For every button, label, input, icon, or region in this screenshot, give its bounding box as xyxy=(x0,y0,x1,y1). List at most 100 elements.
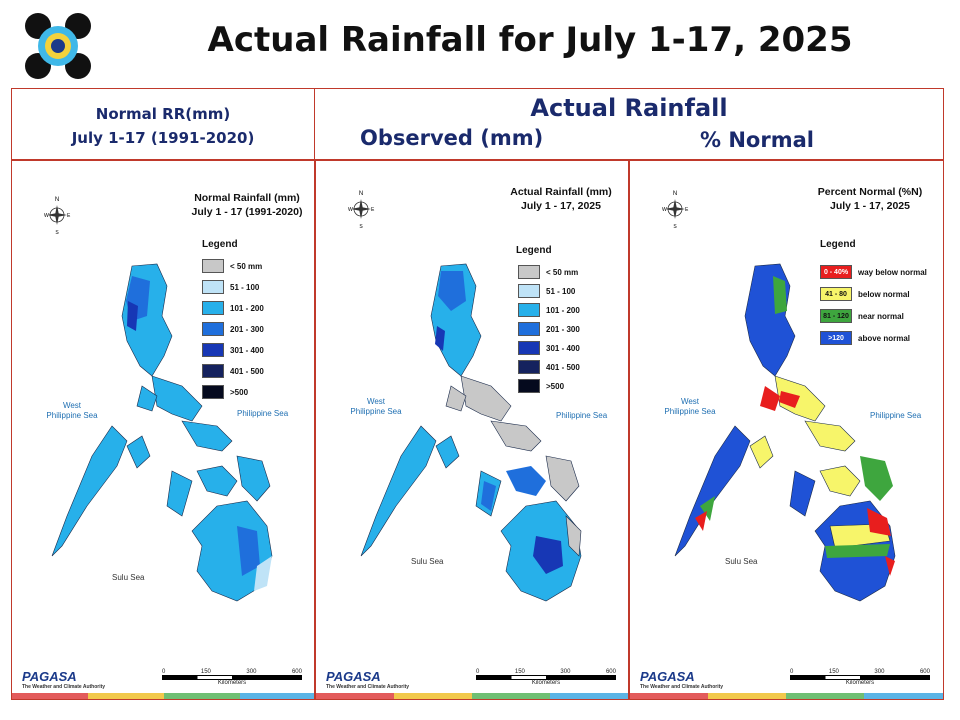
svg-text:W: W xyxy=(662,207,667,213)
legend-label: 101 - 200 xyxy=(230,303,264,313)
legend-swatch xyxy=(202,364,224,378)
legend-label: way below normal xyxy=(858,267,927,277)
legend-item: 0 - 40% way below normal xyxy=(820,265,927,279)
legend-swatch xyxy=(202,280,224,294)
west-sea-line1: West xyxy=(62,401,82,410)
north-arrow-icon: N W E S xyxy=(662,191,689,229)
scale-tick: 600 xyxy=(605,669,616,675)
actual-header-box xyxy=(314,88,944,160)
scale-unit: Kilometers xyxy=(845,680,875,686)
legend-label: < 50 mm xyxy=(546,267,579,277)
normal-rainfall-map-panel: N W E S Normal Rainfall (mm) July 1 - 17… xyxy=(11,160,315,700)
color-strip xyxy=(472,693,550,699)
color-strip xyxy=(88,693,164,699)
svg-text:N: N xyxy=(673,191,677,197)
svg-text:S: S xyxy=(673,224,677,229)
legend-swatch xyxy=(518,284,540,298)
legend-label: 201 - 300 xyxy=(230,324,264,334)
page-title: Actual Rainfall for July 1-17, 2025 xyxy=(207,20,853,60)
legend-label: >500 xyxy=(546,381,565,391)
sulu-sea-label: Sulu Sea xyxy=(112,573,145,582)
legend-item: 301 - 400 xyxy=(202,343,264,357)
west-sea-line1: West xyxy=(680,397,700,406)
svg-text:W: W xyxy=(348,207,353,213)
legend-label: 401 - 500 xyxy=(230,366,264,376)
legend-label: 101 - 200 xyxy=(546,305,580,315)
legend-swatch xyxy=(518,360,540,374)
philippine-sea-label: Philippine Sea xyxy=(870,411,922,420)
svg-text:N: N xyxy=(359,191,363,197)
scale-bar: 0 150 300 600 Kilometers xyxy=(476,669,616,693)
scale-tick: 0 xyxy=(790,669,794,675)
legend-item: 401 - 500 xyxy=(518,360,580,374)
normal-header-line1: Normal RR(mm) xyxy=(95,105,231,123)
legend-swatch xyxy=(518,341,540,355)
pagasa-brand: PAGASA The Weather and Climate Authority xyxy=(640,669,723,690)
pagasa-tagline: The Weather and Climate Authority xyxy=(640,684,724,690)
west-sea-line2: Philippine Sea xyxy=(664,407,716,416)
pagasa-wordmark: PAGASA xyxy=(22,669,77,684)
legend-title: Legend xyxy=(820,239,856,250)
color-strip xyxy=(12,693,88,699)
legend-item: 101 - 200 xyxy=(518,303,580,317)
west-philippine-sea-label: West Philippine Sea xyxy=(346,397,406,417)
color-strip xyxy=(708,693,786,699)
normal-header: Normal RR(mm) July 1-17 (1991-2020) xyxy=(11,102,315,150)
pagasa-brand: PAGASA The Weather and Climate Authority xyxy=(326,669,409,690)
color-strip xyxy=(240,693,314,699)
west-philippine-sea-label: West Philippine Sea xyxy=(42,401,102,421)
pagasa-brand: PAGASA The Weather and Climate Authority xyxy=(22,669,105,690)
philippines-map-observed xyxy=(360,263,582,602)
scale-unit: Kilometers xyxy=(531,680,561,686)
legend-swatch: 41 - 80 xyxy=(820,287,852,301)
legend-label: 51 - 100 xyxy=(546,286,576,296)
legend-item: < 50 mm xyxy=(202,259,262,273)
pagasa-wordmark: PAGASA xyxy=(326,669,381,684)
west-sea-line2: Philippine Sea xyxy=(350,407,402,416)
north-arrow-icon: N W E S xyxy=(348,191,375,229)
legend-title: Legend xyxy=(202,239,238,250)
legend-item: 201 - 300 xyxy=(518,322,580,336)
color-strip xyxy=(630,693,708,699)
map-title-line2: July 1 - 17, 2025 xyxy=(521,200,601,212)
pagasa-wordmark: PAGASA xyxy=(640,669,695,684)
map-title-line1: Percent Normal (%N) xyxy=(817,186,923,198)
west-sea-line1: West xyxy=(366,397,386,406)
map-title-line1: Actual Rainfall (mm) xyxy=(510,186,612,198)
legend-swatch: >120 xyxy=(820,331,852,345)
scale-tick: 150 xyxy=(200,669,211,675)
legend-swatch xyxy=(518,303,540,317)
map-title: Percent Normal (%N) July 1 - 17, 2025 xyxy=(805,185,935,213)
scale-tick: 150 xyxy=(514,669,525,675)
svg-text:E: E xyxy=(685,207,689,213)
legend-label: 201 - 300 xyxy=(546,324,580,334)
svg-text:N: N xyxy=(55,197,59,203)
scale-tick: 300 xyxy=(874,669,885,675)
legend-swatch: 0 - 40% xyxy=(820,265,852,279)
scale-tick: 300 xyxy=(560,669,571,675)
legend-item: 201 - 300 xyxy=(202,322,264,336)
color-strip xyxy=(394,693,472,699)
legend-item: 101 - 200 xyxy=(202,301,264,315)
color-strip xyxy=(164,693,240,699)
scale-tick: 600 xyxy=(919,669,930,675)
legend-swatch xyxy=(202,322,224,336)
legend-swatch xyxy=(202,301,224,315)
legend-item: >120 above normal xyxy=(820,331,910,345)
color-strip xyxy=(786,693,864,699)
north-arrow-icon: N W E S xyxy=(44,197,71,235)
scale-bar: 0 150 300 600 Kilometers xyxy=(790,669,930,693)
philippines-map-normal xyxy=(51,263,273,602)
scale-tick: 150 xyxy=(828,669,839,675)
legend-swatch xyxy=(202,343,224,357)
scale-bar: 0 150 300 600 Kilometers xyxy=(162,669,302,693)
pagasa-tagline: The Weather and Climate Authority xyxy=(326,684,410,690)
legend-title: Legend xyxy=(516,245,552,256)
legend-item: 41 - 80 below normal xyxy=(820,287,910,301)
scale-tick: 0 xyxy=(476,669,480,675)
scale-tick: 300 xyxy=(246,669,257,675)
philippines-map-percent xyxy=(674,263,896,602)
legend-item: < 50 mm xyxy=(518,265,578,279)
legend-swatch xyxy=(202,259,224,273)
observed-rainfall-map-panel: N W E S Actual Rainfall (mm) July 1 - 17… xyxy=(315,160,629,700)
